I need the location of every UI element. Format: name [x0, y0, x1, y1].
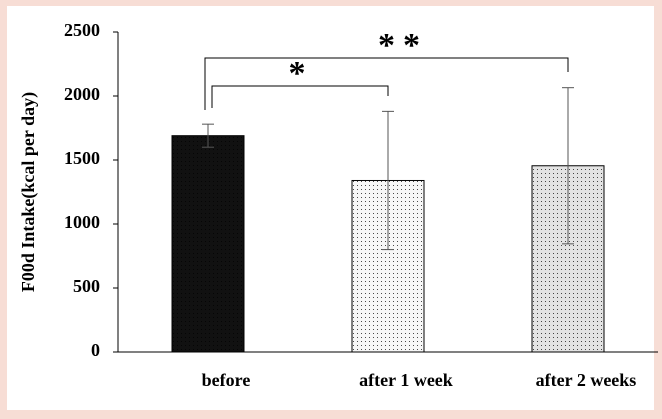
significance-bracket	[211, 85, 389, 108]
x-tick-label: after 1 week	[359, 370, 453, 390]
y-tick-label: 2000	[64, 84, 100, 104]
x-tick-label: before	[202, 370, 251, 390]
y-tick-label: 500	[73, 276, 100, 296]
y-tick-label: 2500	[64, 20, 100, 40]
y-tick-label: 1000	[64, 212, 100, 232]
significance-bracket	[204, 57, 569, 110]
y-tick-label: 0	[91, 340, 100, 360]
y-axis-label: F00d Intake(kcal per day)	[18, 92, 39, 292]
x-tick-label: after 2 weeks	[536, 370, 637, 390]
y-tick-label: 1500	[64, 148, 100, 168]
annotation: *	[289, 55, 310, 92]
annotation: **	[378, 27, 428, 64]
bar-texture	[172, 135, 244, 352]
